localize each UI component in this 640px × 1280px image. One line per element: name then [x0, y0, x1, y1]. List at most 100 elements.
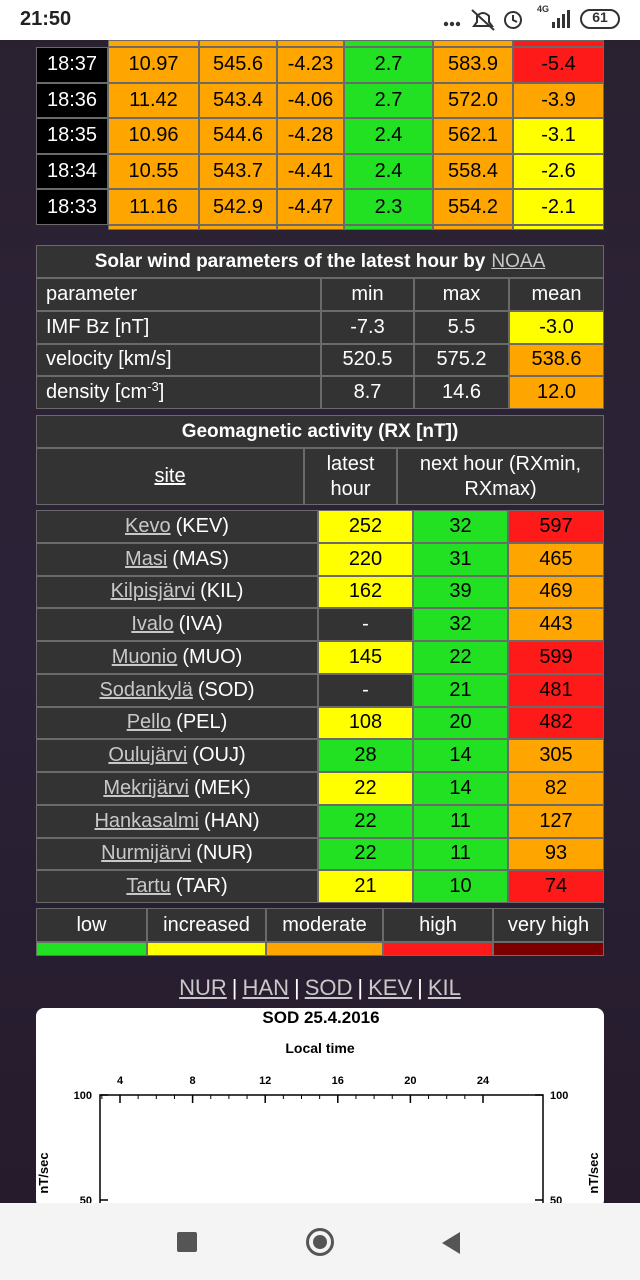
- site-code: (HAN): [203, 809, 260, 832]
- noaa-link[interactable]: NOAA: [491, 250, 546, 272]
- site-link[interactable]: Kevo: [125, 514, 171, 537]
- partial-cell: [513, 40, 604, 47]
- next-min-cell: 31: [413, 542, 508, 576]
- legend-label: moderate: [266, 908, 383, 942]
- header-cell: parameter: [36, 278, 321, 311]
- value-cell: -4.41: [277, 153, 344, 190]
- next-min-cell: 32: [413, 608, 508, 641]
- site-link[interactable]: Nurmijärvi: [101, 842, 192, 865]
- next-min-cell: 11: [413, 804, 508, 838]
- status-icons: [443, 9, 620, 31]
- site-link[interactable]: Sodankylä: [99, 678, 193, 701]
- link-separator: |: [293, 975, 300, 1000]
- recent-apps-button[interactable]: [177, 1232, 197, 1252]
- value-cell: -5.4: [513, 47, 604, 83]
- partial-cell: [277, 225, 344, 230]
- header-cell: next hour (RXmin, RXmax): [397, 448, 604, 505]
- site-cell: Kevo (KEV): [36, 510, 318, 543]
- site-cell: Ivalo (IVA): [36, 608, 318, 641]
- y-axis-label: nT/sec: [586, 1152, 601, 1193]
- header-cell: max: [414, 278, 509, 311]
- min-cell: 8.7: [321, 376, 414, 409]
- mean-cell: 12.0: [509, 376, 604, 409]
- latest-cell: 252: [318, 510, 413, 543]
- legend-label: increased: [147, 908, 266, 942]
- station-links: NUR | HAN | SOD | KEV | KIL: [0, 975, 640, 1001]
- next-min-cell: 14: [413, 772, 508, 805]
- value-cell: 2.4: [344, 118, 433, 154]
- station-link[interactable]: SOD: [304, 975, 353, 1000]
- site-cell: Muonio (MUO): [36, 641, 318, 674]
- site-cell: Tartu (TAR): [36, 870, 318, 903]
- station-link[interactable]: KIL: [427, 975, 461, 1000]
- site-code: (MAS): [172, 547, 229, 570]
- link-separator: |: [417, 975, 423, 1000]
- site-link[interactable]: Ivalo: [131, 613, 174, 636]
- latest-cell: 108: [318, 706, 413, 740]
- site-code: (KIL): [200, 580, 244, 603]
- back-button[interactable]: [440, 1231, 462, 1255]
- site-link[interactable]: Masi: [125, 547, 168, 570]
- legend-swatch: [147, 942, 266, 956]
- site-cell: Mekrijärvi (MEK): [36, 772, 318, 805]
- site-link[interactable]: Oulujärvi: [108, 744, 188, 767]
- link-separator: |: [357, 975, 364, 1000]
- site-link[interactable]: Hankasalmi: [94, 809, 199, 832]
- partial-cell: [344, 40, 433, 47]
- value-cell: 11.42: [108, 82, 199, 119]
- next-max-cell: 599: [508, 641, 604, 674]
- y-tick-label: 100: [550, 1090, 568, 1102]
- partial-cell: [199, 225, 277, 230]
- x-tick-label: 16: [332, 1075, 344, 1087]
- latest-cell: 28: [318, 739, 413, 772]
- max-cell: 575.2: [414, 343, 509, 376]
- site-cell: Sodankylä (SOD): [36, 673, 318, 707]
- station-link[interactable]: NUR: [179, 975, 227, 1000]
- mean-cell: -3.0: [509, 311, 604, 344]
- header-cell: site: [36, 448, 304, 505]
- station-link[interactable]: HAN: [242, 975, 289, 1000]
- parameter-text: density [cm: [46, 380, 148, 403]
- site-link[interactable]: Kilpisjärvi: [110, 580, 196, 603]
- chart-title: SOD 25.4.2016: [262, 1008, 379, 1027]
- time-cell: 18:34: [36, 153, 108, 190]
- site-link[interactable]: Tartu: [126, 875, 171, 898]
- value-cell: 542.9: [199, 189, 277, 225]
- clock: 21:50: [20, 8, 72, 30]
- value-cell: 554.2: [433, 189, 513, 225]
- value-cell: 10.55: [108, 153, 199, 190]
- next-max-cell: 82: [508, 772, 604, 805]
- value-cell: -3.9: [513, 82, 604, 119]
- time-cell: 18:35: [36, 118, 108, 154]
- site-code: (OUJ): [192, 744, 246, 767]
- value-cell: -3.1: [513, 118, 604, 154]
- legend-label: high: [383, 908, 493, 942]
- parameter-cell: velocity [km/s]: [36, 343, 321, 376]
- solar-wind-title: Solar wind parameters of the latest hour…: [36, 245, 604, 278]
- y-tick-label: 100: [74, 1090, 92, 1102]
- value-cell: -2.1: [513, 189, 604, 225]
- site-cell: Nurmijärvi (NUR): [36, 837, 318, 871]
- home-button[interactable]: [306, 1228, 334, 1256]
- value-cell: -4.06: [277, 82, 344, 119]
- site-code: (MUO): [182, 645, 243, 668]
- time-cell: 18:36: [36, 82, 108, 119]
- site-cell: Pello (PEL): [36, 706, 318, 740]
- parameter-cell: density [cm -3]: [36, 376, 321, 409]
- next-min-cell: 32: [413, 510, 508, 543]
- value-cell: 562.1: [433, 118, 513, 154]
- header-cell: min: [321, 278, 414, 311]
- site-link[interactable]: Pello: [126, 711, 172, 734]
- site-link[interactable]: Muonio: [111, 645, 178, 668]
- next-min-cell: 20: [413, 706, 508, 740]
- next-max-cell: 74: [508, 870, 604, 903]
- latest-cell: 21: [318, 870, 413, 903]
- station-link[interactable]: KEV: [368, 975, 413, 1000]
- site-code: (KEV): [175, 514, 229, 537]
- header-cell: mean: [509, 278, 604, 311]
- site-link[interactable]: Mekrijärvi: [103, 776, 189, 799]
- partial-cell: [433, 40, 513, 47]
- value-cell: -4.28: [277, 118, 344, 154]
- next-max-cell: 443: [508, 608, 604, 641]
